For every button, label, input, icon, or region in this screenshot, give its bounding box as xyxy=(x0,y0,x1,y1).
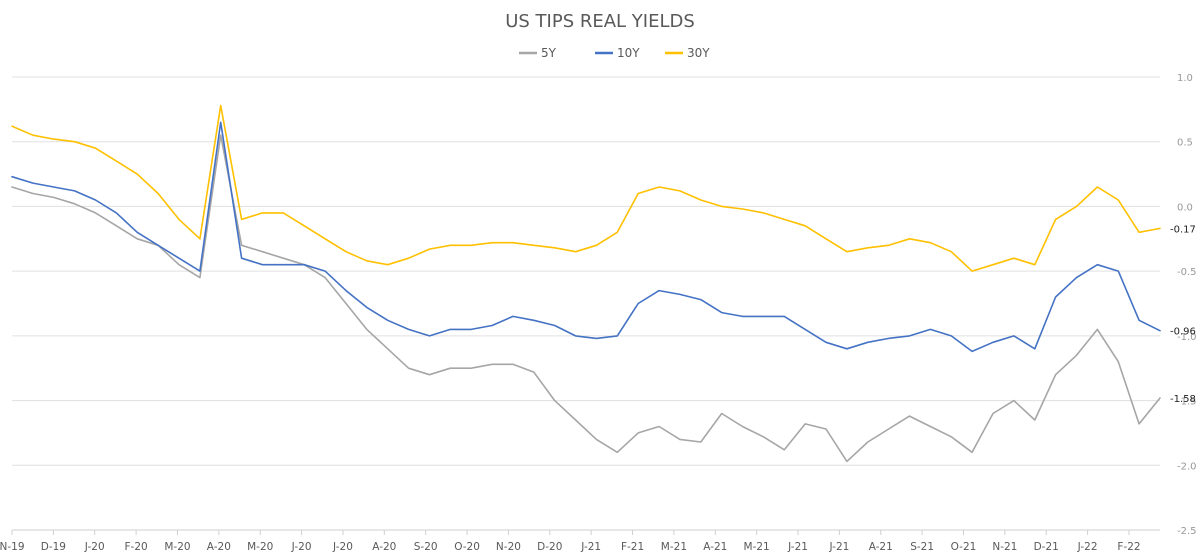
legend: 5Y 10Y 30Y xyxy=(519,46,710,60)
x-tick-label: A-21 xyxy=(703,541,727,553)
chart-title: US TIPS REAL YIELDS xyxy=(505,11,695,32)
x-tick-label: D-19 xyxy=(41,541,66,553)
y-tick-label: -1.0 xyxy=(1177,332,1197,343)
legend-label: 10Y xyxy=(617,46,640,60)
x-tick-label: O-20 xyxy=(454,541,480,553)
y-tick-label: 1.0 xyxy=(1177,73,1193,84)
x-tick-label: J-21 xyxy=(580,541,601,553)
x-tick-label: S-20 xyxy=(414,541,438,553)
x-axis: N-19 D-19 J-20 F-20 M-20 A-20 M-20 J-20 J-20 A-20… xyxy=(0,529,1160,553)
x-tick-label: J-22 xyxy=(1077,541,1098,553)
x-tick-label: J-21 xyxy=(787,541,808,553)
gridlines xyxy=(12,76,1160,531)
x-tick-label: N-21 xyxy=(992,541,1017,553)
y-tick-label: 0.5 xyxy=(1177,138,1193,149)
legend-label: 30Y xyxy=(687,46,710,60)
end-label-5y: -1.58 xyxy=(1170,394,1196,405)
x-tick-label: S-21 xyxy=(910,541,934,553)
end-label-30y: -0.17 xyxy=(1170,224,1196,235)
series-line-5y xyxy=(11,134,1161,463)
series-line-30y xyxy=(11,104,1161,272)
y-tick-label: -0.5 xyxy=(1177,267,1197,278)
series-lines xyxy=(11,104,1161,463)
y-axis: 1.0 0.5 0.0 -0.5 -1.0 -1.5 -2.0 -2.5 xyxy=(1177,73,1197,537)
x-tick-label: O-21 xyxy=(951,541,977,553)
x-tick-label: A-20 xyxy=(207,541,231,553)
x-tick-label: M-20 xyxy=(164,541,190,553)
y-tick-label: -1.5 xyxy=(1177,397,1197,408)
series-line-10y xyxy=(11,121,1161,353)
x-tick-label: F-20 xyxy=(125,541,148,553)
x-tick-label: M-21 xyxy=(744,541,770,553)
x-tick-label: J-20 xyxy=(84,541,105,553)
x-tick-label: F-22 xyxy=(1117,541,1140,553)
x-tick-label: A-21 xyxy=(869,541,893,553)
x-tick-label: J-20 xyxy=(291,541,312,553)
y-tick-label: 0.0 xyxy=(1177,202,1193,213)
x-tick-label: M-20 xyxy=(247,541,273,553)
x-tick-label: A-20 xyxy=(372,541,396,553)
x-tick-label: D-21 xyxy=(1034,541,1059,553)
x-tick-label: J-20 xyxy=(332,541,353,553)
y-tick-label: -2.0 xyxy=(1177,461,1197,472)
x-tick-label: N-19 xyxy=(0,541,25,553)
x-tick-label: N-20 xyxy=(496,541,521,553)
end-label-10y: -0.96 xyxy=(1170,327,1196,338)
legend-label: 5Y xyxy=(541,46,557,60)
x-tick-label: J-21 xyxy=(828,541,849,553)
end-labels: -1.58 -0.17 -0.96 xyxy=(1170,224,1196,405)
x-tick-label: M-21 xyxy=(661,541,687,553)
x-tick-label: D-20 xyxy=(537,541,562,553)
x-tick-label: F-21 xyxy=(621,541,644,553)
y-tick-label: -2.5 xyxy=(1177,526,1197,537)
